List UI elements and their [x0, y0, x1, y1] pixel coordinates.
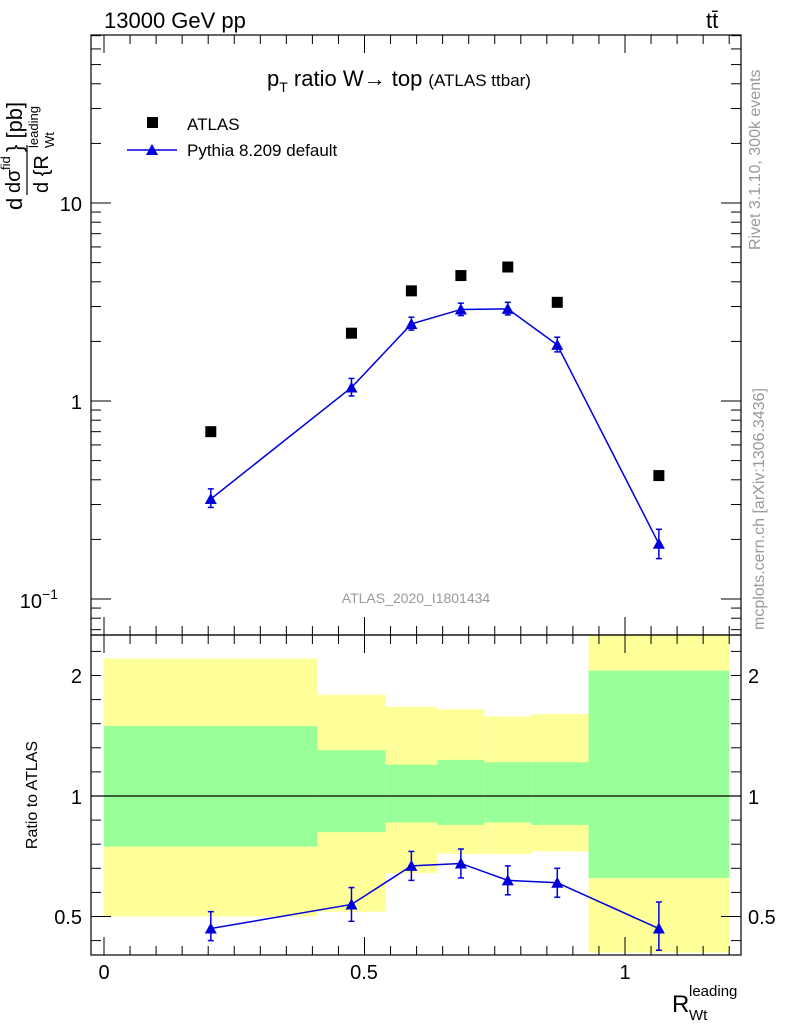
- ratio-uncertainty-bands: [104, 635, 730, 953]
- svg-text:Wt: Wt: [689, 1007, 708, 1024]
- ratio-y-tick-1: 1: [71, 787, 82, 809]
- pythia-line: [210, 308, 660, 545]
- pythia-point-5: [551, 338, 564, 350]
- y-tick-label-0.1: 10−1: [20, 586, 58, 613]
- ratio-point-1: [345, 898, 358, 910]
- band-green-5: [531, 762, 589, 825]
- axes-ticks: [91, 35, 741, 955]
- legend-atlas-marker: [147, 117, 158, 128]
- ratio-y-tick-1-right: 1: [748, 787, 759, 809]
- mcplots-label: mcplots.cern.ch [arXiv:1306.3436]: [751, 388, 768, 630]
- svg-text:Wt: Wt: [42, 132, 57, 148]
- band-green-6: [588, 670, 730, 878]
- svg-text:R: R: [672, 991, 689, 1018]
- atlas-point-2: [405, 285, 417, 297]
- x-tick-label-0: 0: [98, 962, 109, 984]
- atlas-point-5: [551, 296, 563, 308]
- x-axis-label: R Wt leading: [672, 983, 737, 1024]
- ratio-plot-frame: [90, 634, 742, 956]
- svg-text:leading: leading: [26, 106, 41, 148]
- pythia-point-3: [454, 303, 467, 315]
- band-green-2: [385, 764, 438, 823]
- ratio-point-5: [551, 876, 564, 888]
- x-tick-label-1: 1: [619, 962, 630, 984]
- pythia-point-2: [405, 317, 418, 329]
- ratio-y-axis-label: Ratio to ATLAS: [24, 741, 41, 849]
- pythia-point-0: [204, 492, 217, 504]
- rivet-label: Rivet 3.1.10, 300k events: [747, 69, 764, 250]
- band-green-1: [317, 750, 386, 833]
- data-marks: [204, 261, 665, 951]
- y-axis-label: d dσ fid } [pb] d {R leading Wt: [0, 102, 57, 210]
- svg-text:dσ: dσ: [3, 169, 25, 193]
- y-tick-label-1: 1: [71, 392, 82, 414]
- band-green-0: [104, 726, 318, 847]
- pythia-point-6: [652, 537, 665, 549]
- analysis-label: ATLAS_2020_I1801434: [342, 590, 491, 606]
- svg-text:leading: leading: [689, 983, 737, 1000]
- atlas-point-4: [502, 261, 514, 273]
- ratio-y-tick-0.5: 0.5: [54, 907, 82, 929]
- ratio-y-tick-2-right: 2: [748, 666, 759, 688]
- y-tick-label-10: 10: [60, 194, 82, 216]
- band-green-3: [437, 759, 485, 825]
- atlas-point-3: [455, 270, 467, 282]
- process-label: tt̄: [706, 8, 718, 33]
- pythia-point-1: [345, 381, 358, 393]
- plot-title: pT ratio W→ top (ATLAS ttbar): [267, 66, 531, 95]
- atlas-point-6: [653, 470, 665, 482]
- ratio-y-tick-2: 2: [71, 666, 82, 688]
- svg-text:} [pb]: } [pb]: [2, 102, 27, 152]
- atlas-point-0: [205, 426, 217, 438]
- ratio-point-2: [405, 859, 418, 871]
- x-tick-label-0.5: 0.5: [350, 962, 378, 984]
- legend-pythia-marker: [146, 144, 158, 155]
- svg-text:d: d: [2, 198, 27, 210]
- legend-atlas-label: ATLAS: [187, 115, 240, 134]
- svg-text:d {R: d {R: [31, 155, 53, 193]
- pythia-point-4: [501, 302, 514, 314]
- ratio-point-0: [204, 922, 217, 934]
- svg-text:fid: fid: [0, 156, 13, 170]
- atlas-point-1: [345, 327, 357, 339]
- ratio-point-3: [454, 857, 467, 869]
- ratio-point-6: [652, 922, 665, 934]
- energy-label: 13000 GeV pp: [104, 8, 246, 33]
- band-green-4: [484, 762, 532, 823]
- legend-pythia-label: Pythia 8.209 default: [187, 141, 338, 160]
- ratio-y-tick-0.5-right: 0.5: [748, 907, 776, 929]
- ratio-point-4: [501, 874, 514, 886]
